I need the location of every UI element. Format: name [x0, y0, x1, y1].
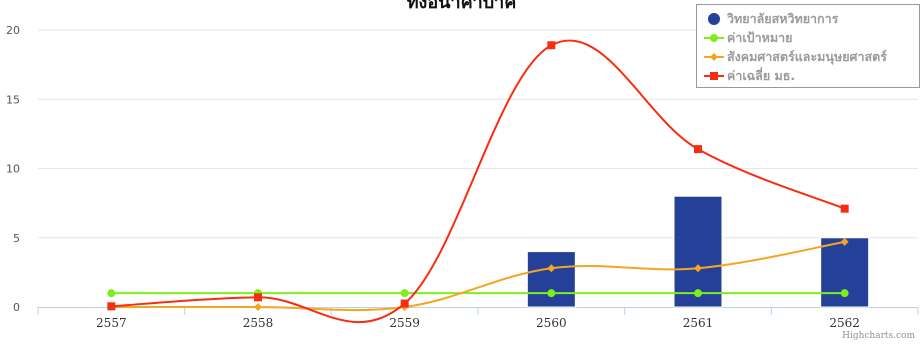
legend-item-target[interactable]: ค่าเป้าหมาย [703, 28, 792, 48]
legend-symbol-circle [703, 11, 725, 27]
data-point [254, 303, 262, 311]
legend-symbol-line-diamond [703, 49, 725, 65]
series-line [111, 240, 845, 312]
chart-title: ทั้งอนาคำบิาค [406, 0, 517, 13]
legend-item-college[interactable]: วิทยาลัยสหวิทยาการ [703, 9, 838, 29]
data-point [254, 293, 262, 302]
data-point [840, 237, 849, 246]
x-tick-label: 2562 [829, 316, 860, 330]
y-tick-label: 15 [6, 93, 20, 106]
x-tick-label: 2561 [683, 316, 714, 330]
data-point [547, 264, 556, 273]
data-point [547, 41, 556, 50]
y-tick-label: 5 [13, 232, 20, 245]
data-point [694, 145, 702, 154]
x-tick-label: 2557 [96, 316, 127, 330]
y-tick-label: 0 [13, 301, 20, 314]
data-point [400, 289, 409, 298]
x-tick-label: 2558 [243, 316, 274, 330]
data-point [840, 289, 849, 298]
y-tick-label: 10 [6, 163, 20, 176]
legend-label: สังคมศาสตร์และมนุษยศาสตร์ [727, 49, 887, 64]
data-point [107, 302, 116, 311]
legend-item-tu-average[interactable]: ค่าเฉลี่ย มธ. [703, 66, 795, 86]
y-tick-label: 20 [6, 24, 20, 37]
legend-item-social-science[interactable]: สังคมศาสตร์และมนุษยศาสตร์ [703, 47, 887, 67]
chart-legend: วิทยาลัยสหวิทยาการ ค่าเป้าหมาย สังคมศาสต… [696, 4, 920, 88]
legend-label: ค่าเฉลี่ย มธ. [727, 68, 796, 83]
x-tick-label: 2560 [536, 316, 567, 330]
data-point [840, 204, 849, 213]
credit-link[interactable]: Highcharts.com [842, 331, 915, 341]
data-point [547, 289, 556, 298]
bar [673, 195, 723, 308]
legend-label: ค่าเป้าหมาย [727, 30, 793, 45]
legend-label: วิทยาลัยสหวิทยาการ [727, 11, 839, 26]
data-point [107, 289, 116, 298]
legend-symbol-line-circle [703, 30, 725, 46]
legend-symbol-line-square [703, 68, 725, 84]
bar [526, 251, 576, 308]
data-point [694, 289, 702, 298]
data-point [400, 299, 409, 308]
data-point [694, 264, 702, 273]
x-tick-label: 2559 [389, 316, 420, 330]
